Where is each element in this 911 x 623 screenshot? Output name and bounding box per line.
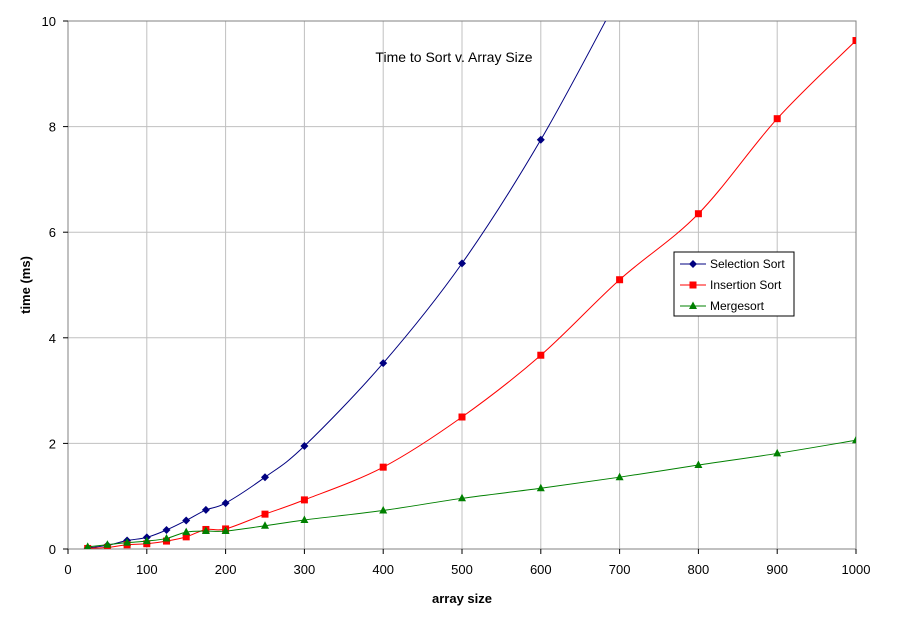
- data-point-selection-sort: [201, 505, 210, 514]
- x-tick-label: 1000: [842, 562, 871, 577]
- x-axis-ticks: 0 100 200 300 400 500 600 700 800 900 1000: [64, 549, 870, 577]
- data-point-mergesort: [379, 505, 388, 514]
- x-tick-label: 200: [215, 562, 237, 577]
- legend-marker: [689, 281, 697, 289]
- x-tick-label: 700: [609, 562, 631, 577]
- data-point-mergesort: [261, 521, 269, 529]
- data-point-mergesort: [123, 538, 132, 546]
- data-point-insertion-sort: [694, 210, 702, 218]
- series-group: [83, 21, 856, 549]
- data-point-selection-sort: [162, 525, 171, 534]
- data-point-selection-sort: [300, 442, 309, 451]
- data-point-insertion-sort: [773, 115, 781, 123]
- data-point-insertion-sort: [852, 37, 856, 45]
- x-tick-label: 400: [372, 562, 394, 577]
- legend: Selection Sort Insertion Sort Mergesort: [673, 251, 795, 317]
- x-tick-label: 800: [688, 562, 710, 577]
- y-tick-label: 8: [49, 120, 56, 135]
- legend-marker: [689, 260, 697, 268]
- data-point-insertion-sort: [537, 351, 545, 359]
- data-point-mergesort: [536, 483, 545, 492]
- data-point-mergesort: [84, 542, 92, 549]
- data-point-insertion-sort: [261, 510, 269, 518]
- data-point-mergesort: [221, 526, 230, 535]
- data-point-selection-sort: [221, 499, 230, 508]
- data-point-selection-sort: [536, 135, 545, 144]
- data-point-mergesort: [615, 472, 624, 481]
- data-point-mergesort: [182, 527, 191, 536]
- data-point-selection-sort: [182, 516, 191, 525]
- data-point-mergesort: [773, 448, 782, 457]
- x-tick-label: 600: [530, 562, 552, 577]
- x-tick-label: 900: [766, 562, 788, 577]
- legend-marker: [689, 301, 697, 309]
- legend-item-selection-sort: Selection Sort: [680, 257, 785, 271]
- x-tick-label: 300: [294, 562, 316, 577]
- data-point-selection-sort: [379, 359, 388, 368]
- data-point-insertion-sort: [379, 463, 387, 471]
- y-tick-label: 0: [49, 542, 56, 557]
- data-point-mergesort: [162, 533, 171, 542]
- series-line-mergesort: [87, 439, 856, 548]
- y-axis-label: time (ms): [18, 256, 33, 314]
- y-tick-label: 4: [49, 331, 56, 346]
- data-point-insertion-sort: [300, 496, 308, 504]
- data-point-mergesort: [201, 526, 210, 535]
- data-point-insertion-sort: [182, 533, 190, 541]
- data-point-mergesort: [103, 540, 112, 548]
- data-point-insertion-sort: [616, 276, 624, 284]
- legend-label: Selection Sort: [710, 257, 785, 271]
- chart-title: Time to Sort v. Array Size: [375, 49, 532, 65]
- series-mergesort: [84, 435, 856, 549]
- x-axis-label: array size: [432, 591, 492, 606]
- data-point-mergesort: [852, 435, 856, 444]
- data-point-mergesort: [458, 493, 466, 502]
- data-point-insertion-sort: [458, 413, 466, 421]
- legend-label: Insertion Sort: [710, 278, 782, 292]
- y-tick-label: 6: [49, 225, 56, 240]
- data-point-mergesort: [142, 536, 151, 545]
- y-tick-label: 2: [49, 436, 56, 451]
- y-tick-label: 10: [42, 14, 56, 29]
- y-axis-ticks: 0 2 4 6 8 10: [42, 14, 68, 557]
- data-point-mergesort: [694, 460, 703, 469]
- x-tick-label: 100: [136, 562, 158, 577]
- data-point-selection-sort: [458, 259, 466, 268]
- data-point-selection-sort: [261, 473, 269, 482]
- x-tick-label: 500: [451, 562, 473, 577]
- legend-label: Mergesort: [710, 299, 765, 313]
- series-line-selection-sort: [87, 21, 607, 549]
- legend-item-insertion-sort: Insertion Sort: [680, 278, 782, 292]
- legend-item-mergesort: Mergesort: [680, 299, 765, 313]
- x-tick-label: 0: [64, 562, 71, 577]
- data-point-mergesort: [300, 515, 309, 523]
